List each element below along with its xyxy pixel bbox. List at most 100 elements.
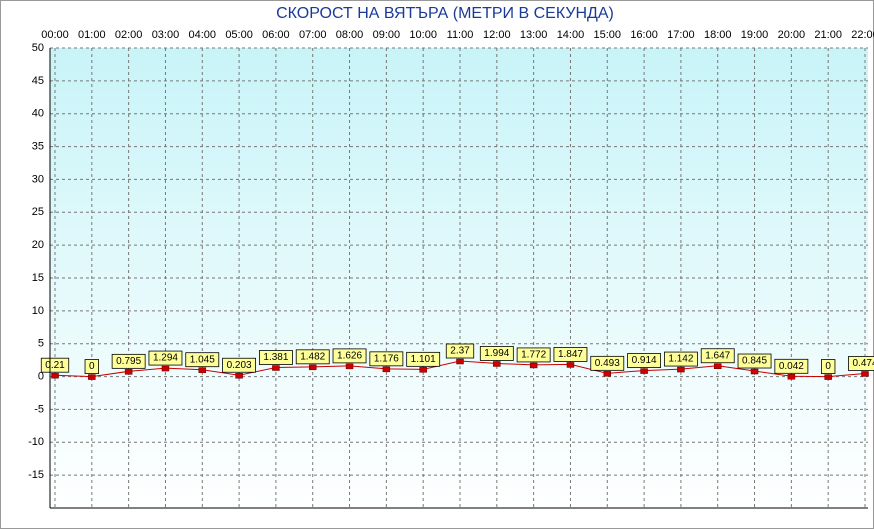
value-label: 1.381 [263,352,288,363]
value-label: 1.994 [484,348,509,359]
y-tick-label: 20 [32,239,44,251]
y-tick-label: 25 [32,206,44,218]
x-tick-label: 18:00 [704,29,732,41]
value-label-box [332,348,367,364]
value-label: 1.294 [153,353,178,364]
point-marker [566,362,575,368]
point-marker [345,363,354,370]
value-label-box [148,350,183,366]
x-tick-label: 06:00 [262,29,290,41]
value-label-box [553,347,588,362]
x-tick-label: 07:00 [299,29,327,41]
point-marker [493,361,501,367]
point-marker [88,374,96,380]
value-label: 0.21 [45,360,65,371]
value-label: 0.493 [595,358,620,369]
value-label: 1.772 [521,350,546,361]
point-marker [824,374,832,380]
y-tick-label: -5 [34,403,44,415]
point-marker [787,374,796,380]
value-label: 0.845 [742,356,767,367]
point-marker [235,372,243,379]
grid [50,47,868,508]
y-tick-label: 40 [32,108,44,120]
value-label: 1.647 [705,350,730,361]
value-label-box [821,359,836,374]
chart-title: СКОРОСТ НА ВЯТЪРА (МЕТРИ В СЕКУНДА) [276,5,614,22]
value-label: 0 [89,361,95,372]
value-label-box [111,353,146,369]
value-label: 0.474 [852,358,874,369]
x-tick-label: 15:00 [594,29,622,41]
x-tick-label: 14:00 [557,29,585,41]
x-tick-label: 09:00 [373,29,401,41]
value-label: 1.142 [668,354,693,365]
point-marker [124,369,133,375]
y-tick-label: 30 [32,173,44,185]
value-label-box [590,355,625,371]
point-marker [861,371,869,377]
point-marker [677,366,685,373]
x-tick-label: 19:00 [741,29,769,41]
x-tick-label: 10:00 [409,29,437,41]
point-marker [456,358,464,365]
x-tick-label: 00:00 [41,29,69,41]
value-label-box [737,353,772,369]
x-tick-label: 03:00 [152,29,180,41]
y-tick-label: 15 [32,272,44,284]
value-label-box [516,347,551,363]
point-marker [161,365,170,372]
point-marker [198,367,207,373]
value-label: 2.37 [450,346,470,357]
marks: 0.21 0 0.795 1.294 1.045 0.203 1.381 1.482 1.626… [40,343,874,380]
y-tick-label: 35 [32,140,44,152]
value-label-box [774,358,809,374]
x-tick-label: 13:00 [520,29,548,41]
value-label-box [222,357,257,373]
value-label: 1.626 [337,351,362,362]
x-tick-label: 16:00 [630,29,658,41]
y-tick-label: 5 [38,338,44,350]
value-label: 1.176 [374,353,399,364]
point-marker [529,362,538,369]
x-tick-label: 12:00 [483,29,511,41]
point-marker [713,363,722,369]
value-label-box [627,353,662,368]
point-marker [750,368,759,375]
point-marker [51,372,59,379]
value-label-box [445,343,475,359]
value-label-box [700,348,735,364]
y-tick-label: -10 [28,436,44,448]
point-marker [419,367,427,373]
y-tick-label: -15 [28,469,44,481]
value-label: 0.795 [116,356,141,367]
value-label: 1.101 [411,354,436,365]
point-marker [640,368,648,374]
x-tick-label: 08:00 [336,29,364,41]
x-tick-label: 22:00 [851,29,874,41]
value-label: 1.045 [190,354,215,365]
y-tick-label: 10 [32,305,44,317]
value-label-box [848,356,874,371]
value-label-box [406,351,441,367]
x-tick-label: 05:00 [225,29,253,41]
value-label-box [40,357,70,373]
y-tick-label: 45 [32,75,44,87]
value-label-box [663,351,698,367]
value-label: 0 [825,361,831,372]
x-tick-label: 20:00 [778,29,806,41]
y-tick-label: 50 [32,42,44,54]
value-label-box [258,350,293,365]
value-label: 1.482 [300,351,325,362]
x-tick-label: 17:00 [667,29,695,41]
x-tick-label: 01:00 [78,29,106,41]
value-label-box [479,346,514,361]
value-label: 1.847 [558,349,583,360]
value-label: 0.042 [779,361,804,372]
x-tick-label: 02:00 [115,29,143,41]
x-tick-label: 21:00 [814,29,842,41]
value-label: 0.203 [227,360,252,371]
value-label-box [185,352,220,368]
value-label: 0.914 [632,355,657,366]
